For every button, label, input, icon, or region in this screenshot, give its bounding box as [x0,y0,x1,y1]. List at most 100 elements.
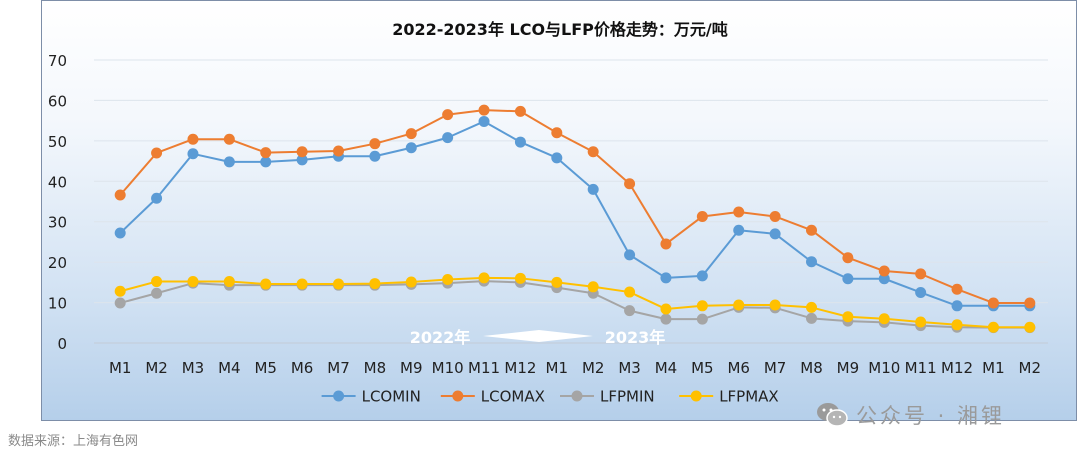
data-point-lfpmax [405,276,417,288]
data-point-lcomax [114,189,126,201]
price-trend-chart: 2022-2023年 LCO与LFP价格走势：万元/吨 0 10 20 30 40 50 6… [48,20,1048,406]
data-point-lcomin [878,273,890,285]
data-point-lcomin [442,132,454,144]
x-axis-ticks: M1 M2 M3 M4 M5 M6 M7 M8 M9 M10 M11 M12 M1 M2 M3 M4 M5 M6 M… [109,359,1041,377]
x-tick-label: M7 [327,359,350,377]
data-point-lcomin [296,154,308,166]
x-tick-label: M2 [582,359,605,377]
x-tick-label: M4 [218,359,241,377]
data-point-lcomax [878,265,890,277]
data-point-lcomax [151,147,163,159]
data-point-lcomax [733,206,745,218]
legend-marker [571,390,583,402]
data-point-lcomin [733,224,745,236]
data-point-lfpmax [660,303,672,315]
legend-marker [452,390,464,402]
watermark: 公众号 · 湘锂 [816,398,1005,432]
wechat-icon [817,403,848,427]
data-point-lfpmax [260,278,272,290]
data-point-lcomax [624,178,636,190]
series-lcomin [114,115,1036,312]
y-tick-label: 50 [48,133,67,151]
year-label-end: 2023年 [605,328,666,347]
source-note: 数据来源：上海有色网 [8,434,139,449]
data-point-lcomax [405,128,417,140]
data-point-lfpmax [333,278,344,290]
x-tick-label: M1 [109,359,132,377]
data-point-lcomax [587,146,599,158]
data-point-lfpmax [806,301,817,313]
data-point-lcomin [405,142,417,154]
data-point-lcomax [260,147,272,159]
y-tick-label: 70 [48,52,67,70]
data-point-lcomax [987,297,999,309]
data-point-lcomax [842,252,854,264]
data-point-lcomin [223,156,235,168]
x-tick-label: M9 [400,359,423,377]
legend-label: LCOMAX [481,388,545,406]
data-point-lfpmax [987,321,999,333]
data-point-lfpmax [369,278,381,290]
data-point-lfpmax [915,316,927,328]
x-tick-label: M3 [182,359,205,377]
x-tick-label: M2 [145,359,168,377]
series-line-lcomax [119,109,1030,304]
data-point-lfpmax [696,300,708,312]
year-annotation: 2022年 2023年 [410,328,666,347]
year-arrow [483,330,593,342]
data-point-lfpmax [223,276,235,288]
data-point-lcomin [551,152,563,164]
data-point-lcomax [442,109,454,121]
y-tick-label: 60 [48,92,67,110]
data-point-lfpmax [551,276,563,288]
y-tick-label: 10 [48,295,67,313]
data-point-lcomin [951,300,963,312]
chart-title: 2022-2023年 LCO与LFP价格走势：万元/吨 [392,20,728,39]
data-point-lfpmin [696,313,708,325]
x-tick-label: M9 [837,359,860,377]
data-point-lcomin [260,156,272,168]
data-point-lcomin [842,273,854,285]
series-line-lfpmin [119,280,1030,329]
data-point-lcomin [806,256,817,268]
data-point-lcomax [514,105,526,117]
y-tick-label: 20 [48,254,67,272]
watermark-text: 公众号 · 湘锂 [856,404,1006,428]
legend-item-lfpmax: LFPMAX [679,388,779,406]
y-tick-label: 40 [48,173,67,191]
data-point-lcomax [1024,297,1036,309]
data-point-lcomin [696,270,708,282]
data-point-lcomin [369,150,381,162]
x-tick-label: M10 [868,359,900,377]
chart-frame: 2022-2023年 LCO与LFP价格走势：万元/吨 0 10 20 30 40 50 6… [41,0,1077,421]
data-point-lcomax [223,133,235,145]
y-tick-label: 30 [48,214,67,232]
data-point-lcomax [951,283,963,295]
x-tick-label: M8 [800,359,823,377]
x-tick-label: M11 [468,359,500,377]
data-point-lfpmax [114,285,126,297]
series-lcomax [114,104,1036,309]
series-lfpmax [114,272,1036,333]
x-tick-label: M12 [941,359,973,377]
x-tick-label: M6 [291,359,314,377]
data-point-lcomin [624,249,636,261]
x-tick-label: M4 [655,359,678,377]
data-point-lcomax [296,146,308,158]
data-point-lfpmax [514,272,526,284]
data-point-lcomin [514,136,526,148]
series-line-lfpmax [119,276,1030,329]
x-tick-label: M5 [691,359,714,377]
data-point-lfpmax [878,313,890,325]
data-point-lfpmin [806,312,817,324]
x-tick-label: M3 [618,359,641,377]
data-point-lcomin [114,227,126,239]
data-point-lcomin [187,148,199,160]
data-point-lcomin [915,286,927,298]
legend-marker [690,390,702,402]
data-point-lfpmin [624,305,636,317]
legend-label: LFPMIN [600,388,655,406]
data-point-lfpmax [1024,321,1036,333]
legend: LCOMIN LCOMAX LFPMIN LFPMAX [321,388,779,406]
data-point-lfpmax [733,299,745,311]
